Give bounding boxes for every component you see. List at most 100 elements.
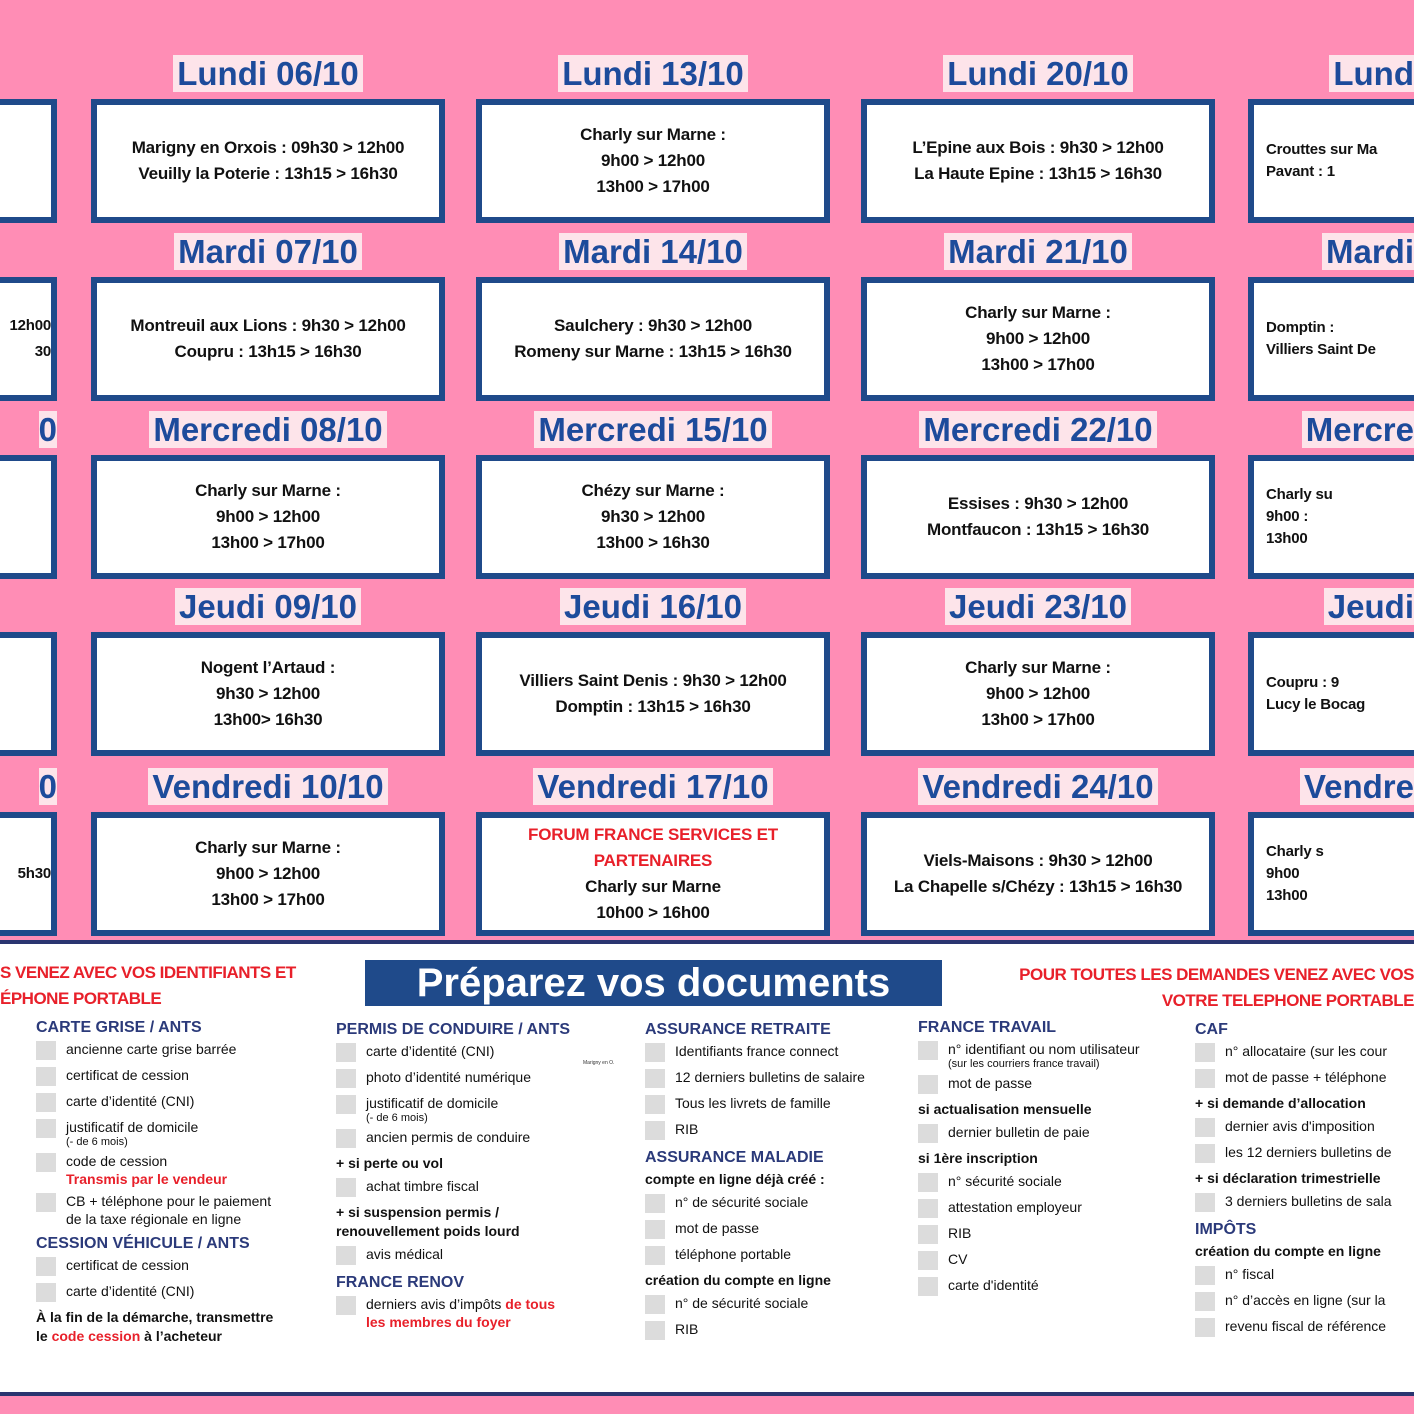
checkbox[interactable] <box>1195 1144 1215 1163</box>
checklist-item[interactable]: n° identifiant ou nom utilisateur (sur le… <box>918 1040 1190 1070</box>
checklist-item[interactable]: attestation employeur <box>918 1198 1190 1220</box>
checkbox[interactable] <box>336 1095 356 1114</box>
checkbox[interactable] <box>645 1194 665 1213</box>
item-label: les 12 derniers bulletins de <box>1225 1143 1410 1161</box>
checkbox[interactable] <box>645 1121 665 1140</box>
day-title: Mardi 21/10 <box>861 232 1215 272</box>
checklist-item[interactable]: revenu fiscal de référence <box>1195 1317 1410 1339</box>
day-box: Charly sur Marne : 9h00 > 12h00 13h00 > 17… <box>91 812 445 936</box>
checklist-item[interactable]: derniers avis d’impôts de tous les membre… <box>336 1295 636 1331</box>
checklist-item[interactable]: CV <box>918 1250 1190 1272</box>
checkbox[interactable] <box>1195 1292 1215 1311</box>
checkbox[interactable] <box>645 1095 665 1114</box>
checklist-item[interactable]: n° sécurité sociale <box>918 1172 1190 1194</box>
checklist-item[interactable]: ancien permis de conduire <box>336 1128 636 1150</box>
checklist-item[interactable]: certificat de cession <box>36 1066 331 1088</box>
checklist-item[interactable]: carte d’identité (CNI) <box>36 1092 331 1114</box>
checklist-item[interactable]: CB + téléphone pour le paiement de la tax… <box>36 1192 331 1228</box>
notice-line: ÉPHONE PORTABLE <box>0 989 162 1008</box>
checkbox[interactable] <box>918 1124 938 1143</box>
checkbox[interactable] <box>645 1321 665 1340</box>
checklist-item[interactable]: carte d'identité <box>918 1276 1190 1298</box>
highlight-text: code cession <box>51 1328 141 1344</box>
day-title-text: Mardi 07/10 <box>174 233 362 270</box>
checklist-item[interactable]: dernier bulletin de paie <box>918 1123 1190 1145</box>
checklist-item[interactable]: n° fiscal <box>1195 1265 1410 1287</box>
checklist-item[interactable]: n° allocataire (sur les cour <box>1195 1042 1410 1064</box>
checklist-item[interactable]: Tous les livrets de famille <box>645 1094 913 1116</box>
checkbox[interactable] <box>36 1119 56 1138</box>
checkbox[interactable] <box>36 1041 56 1060</box>
checklist-item[interactable]: achat timbre fiscal <box>336 1177 636 1199</box>
checklist-item[interactable]: RIB <box>645 1320 913 1342</box>
schedule-line: Charly sur Marne : <box>195 481 341 500</box>
checkbox[interactable] <box>36 1067 56 1086</box>
checkbox[interactable] <box>36 1153 56 1172</box>
checklist-item[interactable]: code de cession Transmis par le vendeur <box>36 1152 331 1188</box>
schedule-line: Charly sur Marne : <box>195 838 341 857</box>
checkbox[interactable] <box>36 1193 56 1212</box>
checkbox[interactable] <box>1195 1118 1215 1137</box>
checkbox[interactable] <box>1195 1069 1215 1088</box>
checkbox[interactable] <box>336 1178 356 1197</box>
checkbox[interactable] <box>336 1069 356 1088</box>
checkbox[interactable] <box>918 1199 938 1218</box>
checklist-item[interactable]: ancienne carte grise barrée <box>36 1040 331 1062</box>
checklist-item[interactable]: mot de passe + téléphone <box>1195 1068 1410 1090</box>
checkbox[interactable] <box>918 1041 938 1060</box>
item-label: ancienne carte grise barrée <box>66 1040 331 1058</box>
checkbox[interactable] <box>36 1093 56 1112</box>
item-text: attestation employeur <box>948 1199 1082 1215</box>
checkbox[interactable] <box>645 1069 665 1088</box>
notice-line: VOTRE TELEPHONE PORTABLE <box>1161 991 1414 1010</box>
checklist-item[interactable]: dernier avis d'imposition <box>1195 1117 1410 1139</box>
checkbox[interactable] <box>1195 1043 1215 1062</box>
checkbox[interactable] <box>918 1225 938 1244</box>
checkbox[interactable] <box>918 1251 938 1270</box>
checkbox[interactable] <box>1195 1318 1215 1337</box>
checkbox[interactable] <box>336 1246 356 1265</box>
schedule-line: Charly s <box>1266 843 1324 860</box>
checklist-item[interactable]: certificat de cession <box>36 1256 331 1278</box>
checklist-item[interactable]: RIB <box>918 1224 1190 1246</box>
checklist-item[interactable]: les 12 derniers bulletins de <box>1195 1143 1410 1165</box>
checkbox[interactable] <box>36 1257 56 1276</box>
checkbox[interactable] <box>336 1129 356 1148</box>
checkbox[interactable] <box>36 1283 56 1302</box>
checkbox[interactable] <box>1195 1193 1215 1212</box>
document-column: PERMIS DE CONDUIRE / ANTS carte d’identit… <box>336 1018 636 1335</box>
checkbox[interactable] <box>645 1043 665 1062</box>
checklist-item[interactable]: avis médical <box>336 1245 636 1267</box>
checkbox[interactable] <box>1195 1266 1215 1285</box>
item-label: Identifiants france connect <box>675 1042 913 1060</box>
day-box: 12h00 30 <box>0 277 57 401</box>
checklist-item[interactable]: carte d’identité (CNI) <box>36 1282 331 1304</box>
schedule-line: 13h00 <box>1266 530 1308 547</box>
forum-line: FORUM FRANCE SERVICES ET <box>528 825 778 844</box>
checklist-item[interactable]: n° de sécurité sociale <box>645 1193 913 1215</box>
checklist-item[interactable]: photo d’identité numérique <box>336 1068 636 1090</box>
checklist-item[interactable]: justificatif de domicile (- de 6 mois) <box>36 1118 331 1148</box>
checklist-item[interactable]: téléphone portable <box>645 1245 913 1267</box>
checkbox[interactable] <box>918 1173 938 1192</box>
checkbox[interactable] <box>336 1296 356 1315</box>
checkbox[interactable] <box>918 1075 938 1094</box>
item-text: téléphone portable <box>675 1246 791 1262</box>
checkbox[interactable] <box>645 1295 665 1314</box>
checklist-item[interactable]: n° de sécurité sociale <box>645 1294 913 1316</box>
checklist-item[interactable]: 3 derniers bulletins de sala <box>1195 1192 1410 1214</box>
checkbox[interactable] <box>645 1246 665 1265</box>
checklist-item[interactable]: n° d’accès en ligne (sur la <box>1195 1291 1410 1313</box>
section-heading: ASSURANCE RETRAITE <box>645 1021 831 1038</box>
checklist-item[interactable]: carte d’identité (CNI) <box>336 1042 636 1064</box>
checklist-item[interactable]: mot de passe <box>918 1074 1190 1096</box>
checkbox[interactable] <box>336 1043 356 1062</box>
checkbox[interactable] <box>645 1220 665 1239</box>
checkbox[interactable] <box>918 1277 938 1296</box>
checklist-item[interactable]: mot de passe <box>645 1219 913 1241</box>
item-text: n° allocataire (sur les cour <box>1225 1043 1387 1059</box>
checklist-item[interactable]: justificatif de domicile (- de 6 mois) <box>336 1094 636 1124</box>
checklist-item[interactable]: RIB <box>645 1120 913 1142</box>
checklist-item[interactable]: 12 derniers bulletins de salaire <box>645 1068 913 1090</box>
checklist-item[interactable]: Identifiants france connect <box>645 1042 913 1064</box>
